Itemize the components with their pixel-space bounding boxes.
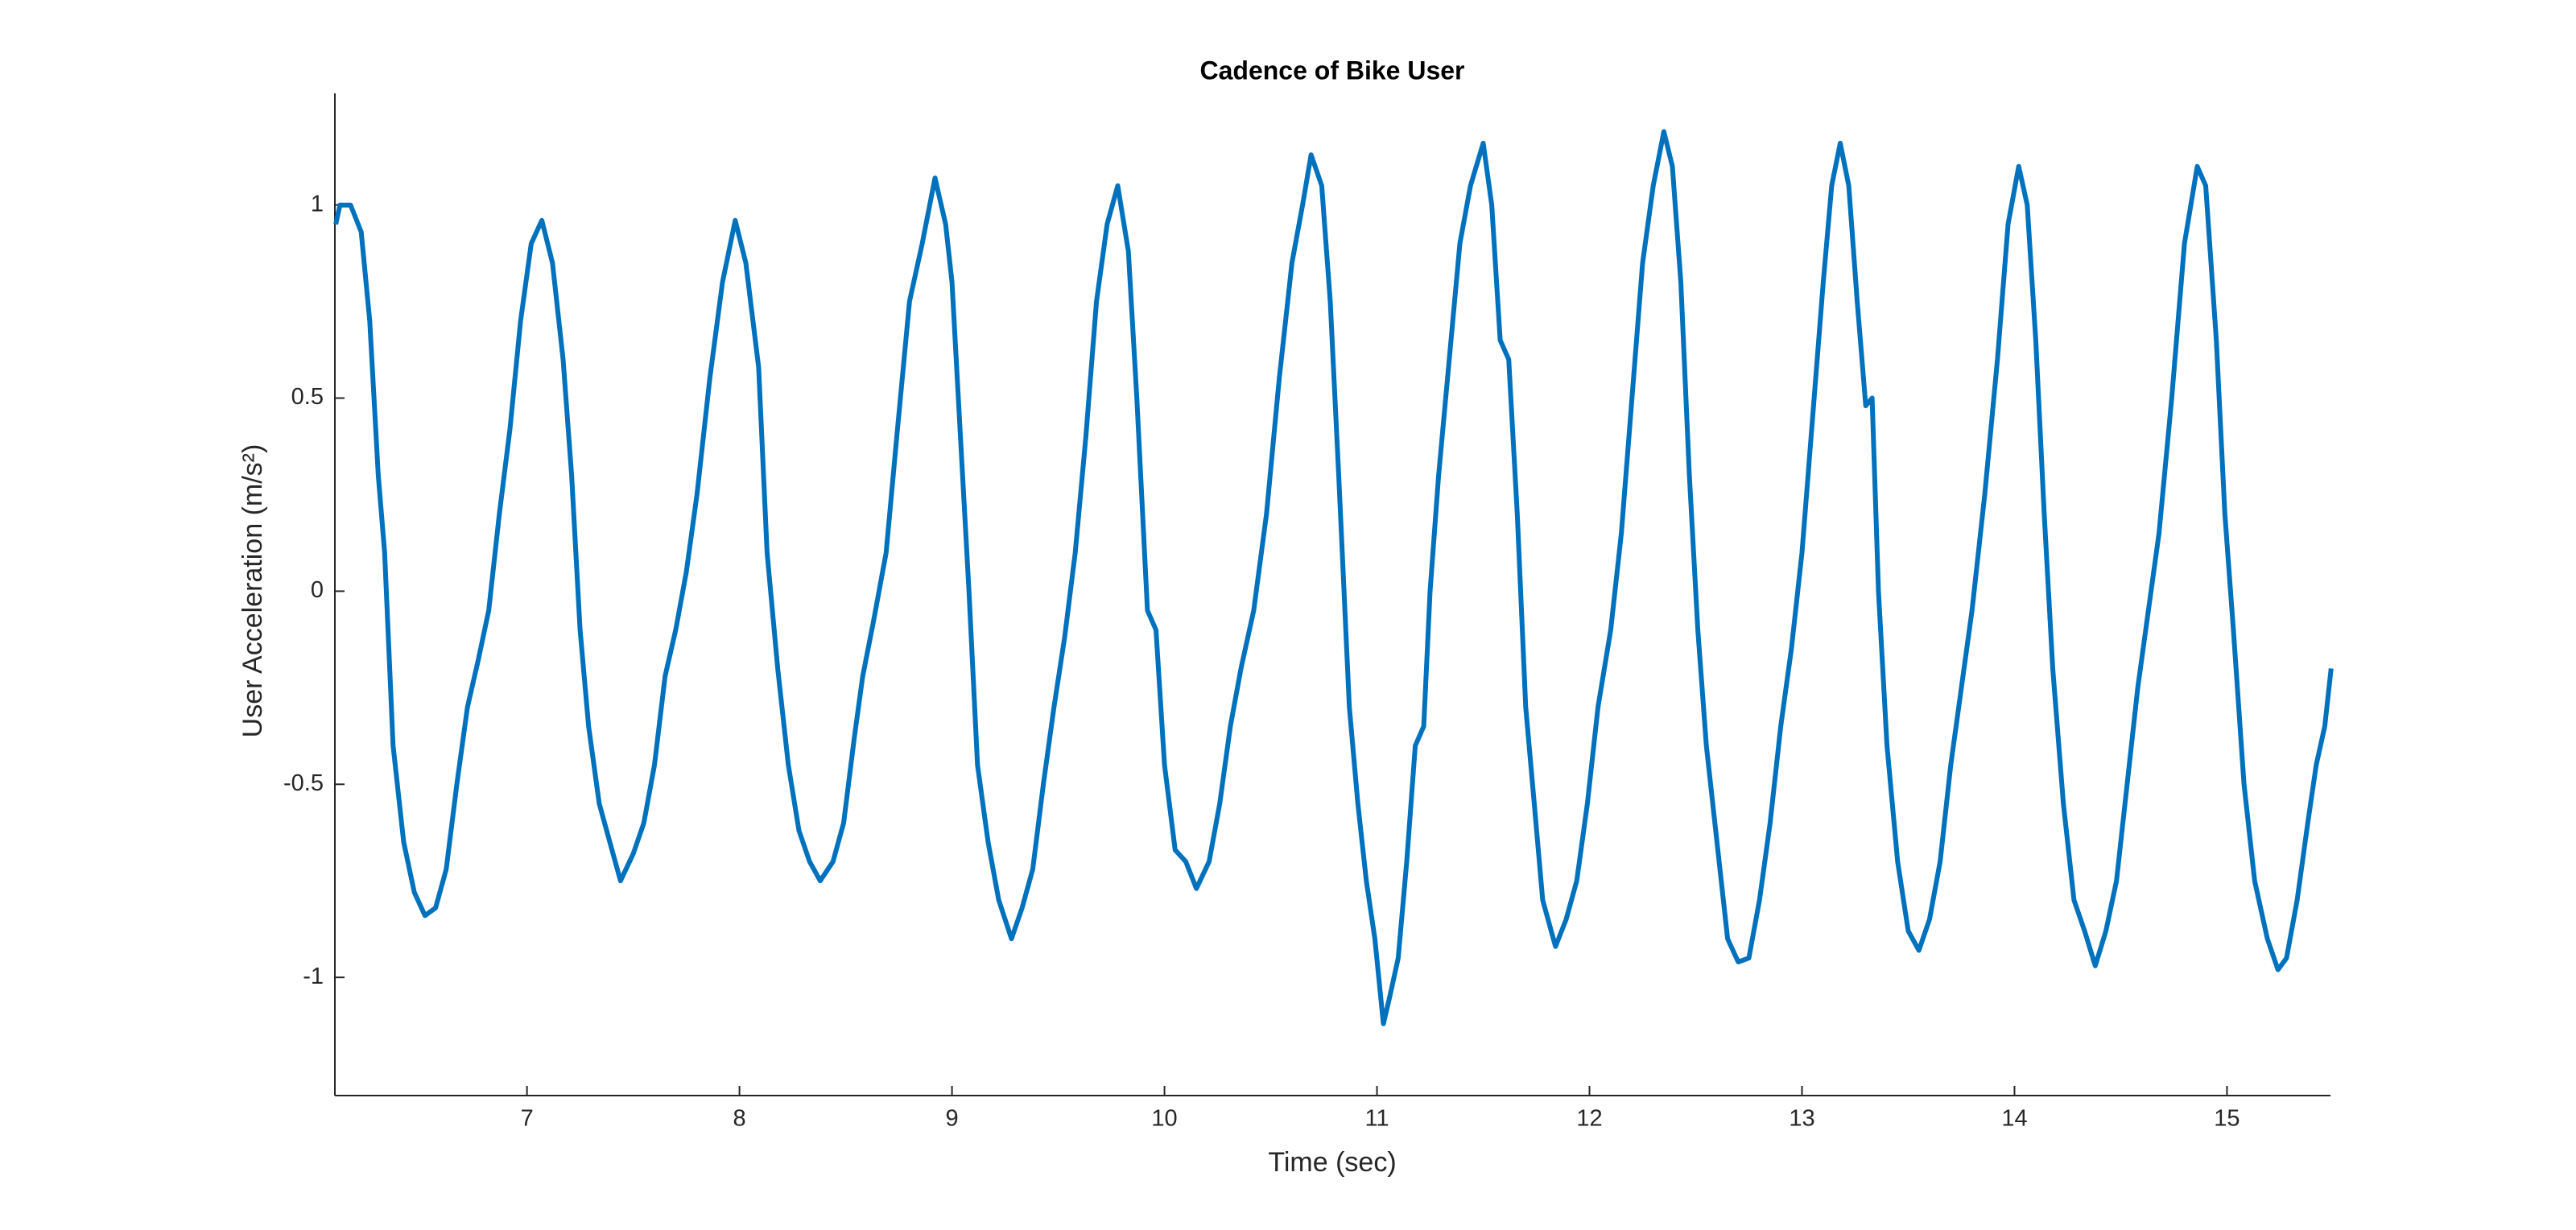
x-tick-label: 9 <box>946 1106 959 1132</box>
y-tick-label: 0.5 <box>291 384 324 410</box>
data-line <box>333 129 2334 1026</box>
y-axis-label: User Acceleration (m/s²) <box>237 444 268 738</box>
chart-title: Cadence of Bike User <box>1199 56 1464 85</box>
x-tick-label: 10 <box>1151 1106 1177 1132</box>
x-tick-label: 12 <box>1576 1106 1602 1132</box>
x-tick-label: 13 <box>1789 1106 1814 1132</box>
y-tick-label: 1 <box>311 191 324 217</box>
x-tick-label: 15 <box>2214 1106 2240 1132</box>
x-tick-label: 14 <box>2001 1106 2027 1132</box>
x-tick-label: 11 <box>1364 1106 1389 1132</box>
y-tick-label: -1 <box>303 964 324 989</box>
y-tick-label: -0.5 <box>283 770 324 796</box>
x-tick-label: 8 <box>733 1106 746 1132</box>
x-tick-label: 7 <box>521 1106 534 1132</box>
x-axis-label: Time (sec) <box>1268 1147 1396 1178</box>
y-tick-label: 0 <box>311 577 324 603</box>
